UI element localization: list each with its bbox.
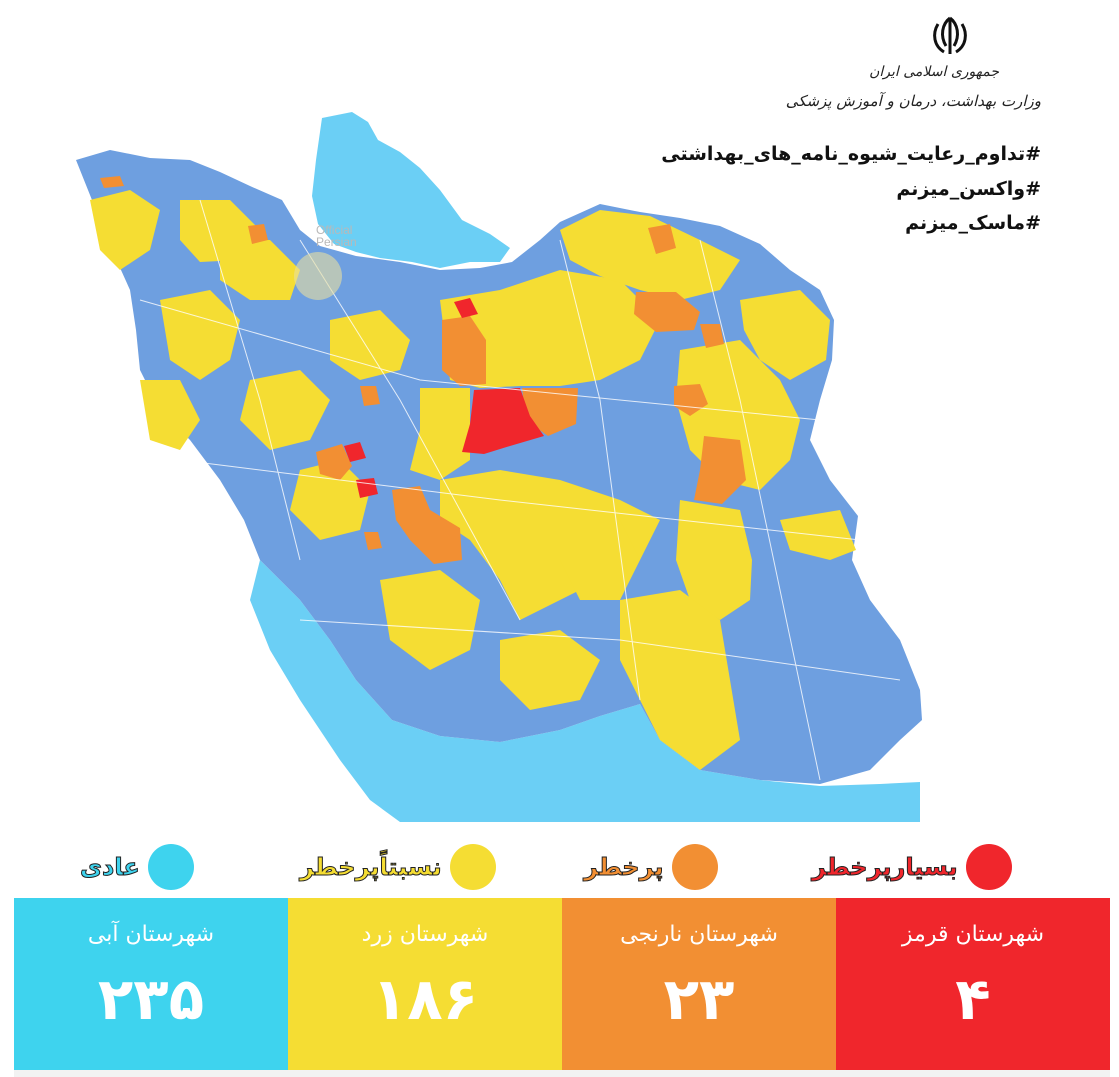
legend-item-yellow: نسبتاًپرخطر bbox=[300, 843, 496, 891]
republic-title: جمهوری اسلامی ایران bbox=[869, 64, 999, 80]
hashtag-vaccine: #واکسن_میزنم bbox=[896, 178, 1041, 200]
panel-count-red: ۴ bbox=[955, 965, 991, 1033]
legend-label-blue: عادی bbox=[80, 853, 141, 882]
panel-title-red: شهرستان قرمز bbox=[901, 922, 1045, 947]
panel-yellow: شهرستان زرد ۱۸۶ bbox=[288, 898, 562, 1070]
legend-dot-orange bbox=[671, 844, 718, 890]
legend-label-yellow: نسبتاًپرخطر bbox=[300, 853, 443, 882]
ministry-title: وزارت بهداشت، درمان و آموزش پزشکی bbox=[785, 92, 1041, 110]
yellow-regions bbox=[90, 190, 856, 770]
hashtag-hygiene: #تداوم_رعایت_شیوه_نامه_های_بهداشتی bbox=[661, 143, 1041, 165]
caspian-sea bbox=[312, 112, 510, 268]
panel-count-orange: ۲۳ bbox=[663, 965, 735, 1033]
legend-dot-blue bbox=[147, 844, 194, 890]
legend-item-blue: عادی bbox=[80, 843, 194, 891]
panel-count-blue: ۲۳۵ bbox=[97, 965, 205, 1033]
watermark-shape bbox=[294, 252, 342, 300]
legend-item-red: بسیارپرخطر bbox=[812, 843, 1012, 891]
panel-title-blue: شهرستان آبی bbox=[87, 922, 215, 947]
panel-orange: شهرستان نارنجی ۲۳ bbox=[562, 898, 836, 1070]
red-regions bbox=[344, 298, 544, 498]
panel-count-yellow: ۱۸۶ bbox=[371, 965, 479, 1033]
legend-label-orange: پرخطر bbox=[584, 853, 665, 882]
legend-dot-yellow bbox=[449, 844, 496, 890]
panel-red: شهرستان قرمز ۴ bbox=[836, 898, 1110, 1070]
iran-covid-map bbox=[76, 112, 922, 822]
orange-regions bbox=[100, 176, 746, 564]
watermark: Official Persian bbox=[316, 223, 357, 249]
county-borders bbox=[139, 199, 901, 781]
panel-title-orange: شهرستان نارنجی bbox=[620, 922, 778, 947]
iran-emblem-icon bbox=[933, 16, 967, 54]
legend-dot-red bbox=[965, 844, 1012, 890]
panel-title-yellow: شهرستان زرد bbox=[361, 922, 489, 947]
hashtag-mask: #ماسک_میزنم bbox=[905, 212, 1041, 234]
panel-blue: شهرستان آبی ۲۳۵ bbox=[14, 898, 288, 1070]
persian-gulf bbox=[250, 560, 920, 822]
bottom-strip bbox=[14, 1070, 1110, 1077]
legend-label-red: بسیارپرخطر bbox=[812, 853, 959, 882]
legend-item-orange: پرخطر bbox=[584, 843, 718, 891]
